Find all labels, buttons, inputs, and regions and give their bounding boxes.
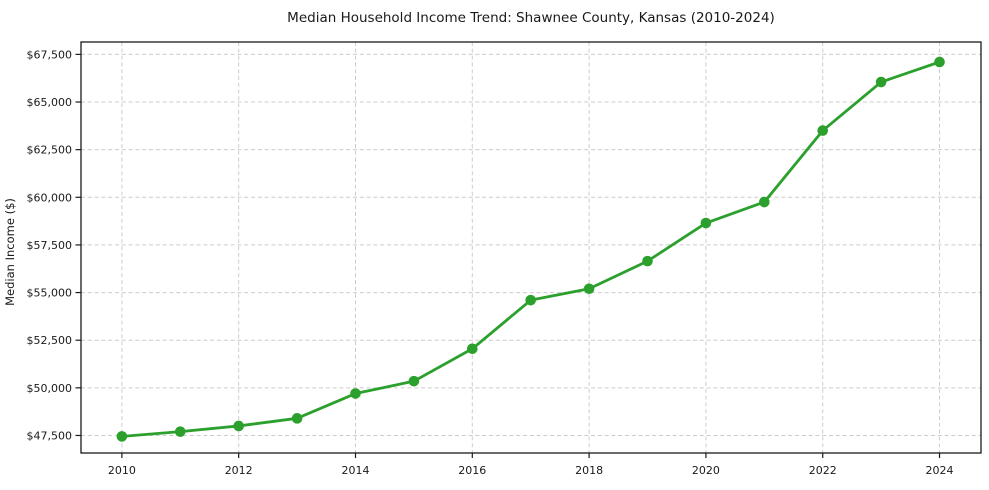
trend-line [120,60,941,438]
data-point-2021 [759,196,770,208]
x-tick-label: 2016 [458,464,486,477]
data-series [116,56,945,442]
x-tick-label: 2012 [225,464,253,477]
y-tick-label: $67,500 [27,48,73,61]
data-point-2017 [525,294,537,306]
x-tick-label: 2020 [692,464,720,477]
data-point-2022 [817,125,829,136]
data-point-2013 [291,413,303,424]
y-axis-title: Median Income ($) [3,198,17,306]
data-point-2016 [467,343,478,355]
data-point-2019 [642,255,653,267]
data-point-2011 [174,426,186,437]
data-point-2018 [583,283,595,295]
data-point-2015 [408,375,420,387]
y-tick-label: $50,000 [27,382,73,395]
data-point-2020 [700,217,712,229]
data-point-2012 [233,420,244,432]
data-point-2010 [116,431,128,442]
plot-border [80,41,982,454]
x-tick-label: 2018 [575,464,603,477]
gridlines [81,42,981,453]
data-point-2024 [934,56,945,68]
data-point-2023 [875,76,887,88]
y-tick-label: $47,500 [27,429,73,442]
chart-title: Median Household Income Trend: Shawnee C… [287,10,775,26]
y-tick-label: $62,500 [27,144,73,157]
y-tick-label: $55,000 [27,287,73,300]
data-point-2014 [350,388,361,399]
y-tick-label: $57,500 [27,239,73,252]
x-tick-label: 2014 [341,464,369,477]
x-tick-label: 2010 [108,464,136,477]
x-tick-label: 2024 [926,464,954,477]
y-tick-label: $52,500 [27,334,73,347]
y-tick-label: $65,000 [27,96,73,109]
x-tick-label: 2022 [809,464,837,477]
y-tick-label: $60,000 [27,191,73,204]
axes: 2010 2012 2014 2016 2018 2020 2022 2024 $47,500 $… [27,41,982,477]
